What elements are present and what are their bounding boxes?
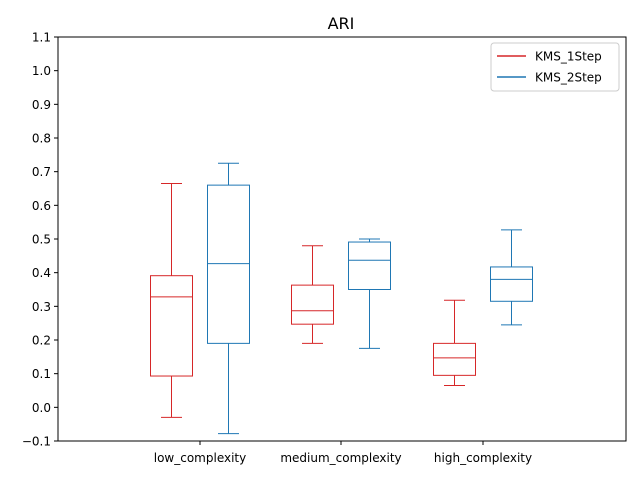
x-axis: low_complexity medium_complexity high_comp… xyxy=(154,441,532,465)
iqr-box xyxy=(291,284,334,325)
y-tick-label: 0.4 xyxy=(32,266,51,280)
iqr-box xyxy=(348,241,391,290)
legend-label: KMS_1Step xyxy=(535,50,602,64)
y-tick-label: 0.5 xyxy=(32,233,51,247)
legend: KMS_1Step KMS_2Step xyxy=(490,42,620,92)
box-KMS_1Step-medium_complexity xyxy=(291,245,334,344)
box-KMS_2Step-medium_complexity xyxy=(348,238,391,349)
y-tick-label: 0.0 xyxy=(32,401,51,415)
x-tick-label: low_complexity xyxy=(154,451,246,465)
iqr-box xyxy=(433,342,476,376)
y-axis: −0.1 0.0 0.1 0.2 0.3 0.4 0.5 0.6 0.7 0.8 0.9 1.0 1.1 xyxy=(22,31,58,449)
y-tick-label: 0.9 xyxy=(32,98,51,112)
box-KMS_1Step-low_complexity xyxy=(150,182,193,418)
y-tick-label: 0.7 xyxy=(32,165,51,179)
box-KMS_2Step-high_complexity xyxy=(490,229,533,326)
iqr-box xyxy=(150,275,193,377)
plot-area xyxy=(58,37,626,441)
chart-title: ARI xyxy=(328,14,355,33)
box-group xyxy=(150,162,533,435)
box-KMS_2Step-low_complexity xyxy=(207,162,250,435)
y-tick-label: 1.0 xyxy=(32,64,51,78)
y-tick-label: 1.1 xyxy=(32,31,51,45)
y-tick-label: −0.1 xyxy=(22,435,51,449)
box-KMS_1Step-high_complexity xyxy=(433,299,476,386)
y-tick-label: 0.3 xyxy=(32,300,51,314)
y-tick-label: 0.2 xyxy=(32,334,51,348)
legend-label: KMS_2Step xyxy=(535,71,602,85)
y-tick-label: 0.6 xyxy=(32,199,51,213)
iqr-box xyxy=(207,184,250,344)
iqr-box xyxy=(490,266,533,302)
x-tick-label: medium_complexity xyxy=(280,451,401,465)
y-tick-label: 0.8 xyxy=(32,132,51,146)
x-tick-label: high_complexity xyxy=(434,451,532,465)
y-tick-label: 0.1 xyxy=(32,367,51,381)
legend-frame xyxy=(490,42,620,92)
plot-frame xyxy=(57,36,627,442)
